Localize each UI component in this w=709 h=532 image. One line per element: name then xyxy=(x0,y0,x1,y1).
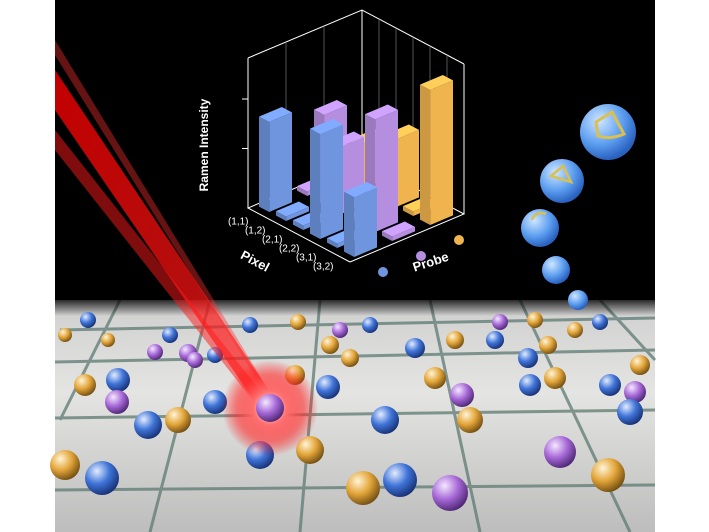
bar-face xyxy=(327,238,338,248)
sphere xyxy=(405,338,425,358)
bar xyxy=(276,201,309,221)
grid-stripe xyxy=(518,299,632,532)
sphere xyxy=(518,348,538,368)
bubbles xyxy=(521,104,636,310)
sphere xyxy=(332,322,348,338)
horizon-fade xyxy=(55,296,655,316)
sphere xyxy=(58,328,72,342)
sphere xyxy=(492,314,508,330)
sphere xyxy=(50,450,80,480)
sphere xyxy=(242,317,258,333)
sphere xyxy=(106,368,130,392)
sphere xyxy=(147,344,163,360)
bar xyxy=(310,119,343,239)
sphere xyxy=(362,317,378,333)
sphere xyxy=(105,390,129,414)
bar-face xyxy=(375,109,398,232)
bar-top xyxy=(365,104,398,120)
legend-swatch xyxy=(378,267,388,277)
sphere xyxy=(591,458,625,492)
sphere xyxy=(450,383,474,407)
bar-face xyxy=(392,226,415,241)
sphere xyxy=(346,471,380,505)
sphere xyxy=(617,399,643,425)
bar xyxy=(259,107,292,212)
sphere xyxy=(592,314,608,330)
sphere xyxy=(134,411,162,439)
sphere xyxy=(567,322,583,338)
sphere xyxy=(432,475,468,511)
sphere xyxy=(165,407,191,433)
bar-top xyxy=(259,107,292,122)
bar-face xyxy=(276,211,287,221)
sphere xyxy=(341,349,359,367)
bar-top xyxy=(310,119,343,134)
sphere xyxy=(599,374,621,396)
y-axis-label: Ramen Intensity xyxy=(197,98,211,191)
target-sphere xyxy=(256,394,284,422)
sphere xyxy=(446,331,464,349)
sphere xyxy=(371,406,399,434)
bar-face xyxy=(269,112,292,212)
sphere xyxy=(290,314,306,330)
sphere xyxy=(321,336,339,354)
bar-top xyxy=(314,100,347,115)
spheres xyxy=(50,312,650,511)
bar xyxy=(344,182,377,257)
legend-swatch xyxy=(454,235,464,245)
sphere xyxy=(457,407,483,433)
bar-face xyxy=(396,129,419,207)
sphere xyxy=(203,390,227,414)
grid-stripe xyxy=(428,299,482,532)
laser xyxy=(55,40,278,412)
bar-top xyxy=(420,75,453,90)
sphere xyxy=(424,367,446,389)
bar-face xyxy=(286,206,309,221)
sphere xyxy=(316,375,340,399)
x-tick-label: (1,2) xyxy=(245,226,266,237)
bar-top xyxy=(344,182,377,197)
sphere xyxy=(519,374,541,396)
bar-top xyxy=(276,201,309,217)
legend-swatch xyxy=(416,251,426,261)
bar-face xyxy=(320,124,343,239)
x-tick-label: (1,1) xyxy=(228,217,249,228)
sphere xyxy=(539,336,557,354)
bar-face xyxy=(382,231,393,241)
bar-face xyxy=(403,206,414,216)
bar-face xyxy=(310,128,321,239)
sphere xyxy=(630,355,650,375)
bar-face xyxy=(259,116,270,212)
sphere xyxy=(162,327,178,343)
bar xyxy=(382,221,415,241)
bar-face xyxy=(344,191,355,257)
bar-face xyxy=(430,80,453,226)
sphere xyxy=(383,463,417,497)
sphere xyxy=(80,312,96,328)
sphere xyxy=(187,352,203,368)
bar-face xyxy=(420,84,431,225)
x-tick-label: (2,2) xyxy=(279,244,300,255)
bar-face xyxy=(297,186,308,196)
x-tick-label: (2,1) xyxy=(262,235,283,246)
sphere xyxy=(544,436,576,468)
sphere xyxy=(527,312,543,328)
bar xyxy=(420,75,453,226)
x-tick-label: (3,1) xyxy=(296,253,317,264)
sphere xyxy=(74,374,96,396)
sphere xyxy=(624,381,646,403)
grid-stripe xyxy=(59,316,656,332)
sphere xyxy=(296,436,324,464)
bar-face xyxy=(293,220,304,230)
x-tick-label: (3,2) xyxy=(313,262,334,273)
sphere xyxy=(101,333,115,347)
bar-face xyxy=(354,187,377,257)
sphere xyxy=(85,461,119,495)
sphere xyxy=(544,367,566,389)
bar-top xyxy=(382,221,415,237)
grid-stripe xyxy=(58,299,122,421)
sphere xyxy=(486,331,504,349)
